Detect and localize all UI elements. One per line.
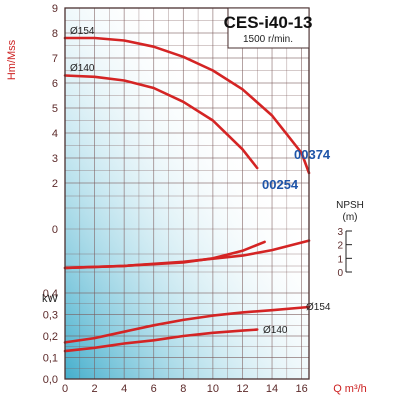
power-tick-label: 0,0	[43, 374, 58, 386]
npsh-tick-label: 3	[337, 227, 343, 238]
power-curve-d140	[63, 328, 259, 353]
head-axis-title: Hm/Mss	[6, 39, 18, 80]
npsh-tick-label: 2	[337, 241, 343, 252]
power-tick-label: 0,1	[43, 353, 58, 365]
power-curve-d154	[63, 305, 311, 344]
head-tick-label: 8	[52, 28, 58, 40]
npsh-curve-d140	[63, 240, 266, 270]
power-tick-label: 0,4	[43, 288, 58, 300]
curve-label: Ø154	[306, 302, 331, 313]
head-curve-d154	[63, 36, 311, 175]
grid	[65, 7, 309, 380]
head-curve-d140	[63, 74, 259, 170]
x-tick-label: 16	[295, 383, 307, 395]
curve-label: Ø154	[70, 26, 95, 37]
head-tick-label: 6	[52, 78, 58, 90]
head-tick-label: 4	[52, 128, 58, 140]
curve-label: Ø140	[70, 63, 95, 74]
plot-frame	[64, 7, 310, 380]
curve-label: Ø140	[263, 325, 288, 336]
plot-gradient	[65, 8, 309, 379]
power-tick-label: 0,2	[43, 331, 58, 343]
x-axis-title: Q m³/h	[333, 383, 367, 395]
curve-label: 00254	[262, 177, 299, 192]
head-tick-label: 2	[52, 178, 58, 190]
npsh-tick-label: 1	[337, 254, 343, 265]
mid-tick-label: 0	[52, 224, 58, 236]
x-tick-label: 8	[180, 383, 186, 395]
head-tick-label: 5	[52, 103, 58, 115]
x-tick-label: 6	[151, 383, 157, 395]
x-tick-label: 12	[236, 383, 248, 395]
npsh-tick-label: 0	[337, 268, 343, 279]
x-tick-label: 10	[207, 383, 219, 395]
x-tick-label: 2	[92, 383, 98, 395]
power-tick-label: 0,3	[43, 310, 58, 322]
head-tick-label: 7	[52, 53, 58, 65]
power-axis-title: kW	[42, 293, 59, 305]
npsh-title: NPSH	[336, 200, 364, 211]
title-box: CES-i40-13 1500 r/min.	[224, 7, 313, 49]
head-tick-label: 3	[52, 153, 58, 165]
head-tick-label: 9	[52, 3, 58, 15]
chart-title: CES-i40-13	[224, 13, 313, 32]
npsh-unit: (m)	[343, 212, 358, 223]
x-tick-label: 14	[266, 383, 278, 395]
x-tick-label: 0	[62, 383, 68, 395]
x-tick-label: 4	[121, 383, 127, 395]
chart-subtitle: 1500 r/min.	[243, 34, 293, 45]
curves	[63, 36, 311, 353]
curve-label: 00374	[294, 147, 331, 162]
